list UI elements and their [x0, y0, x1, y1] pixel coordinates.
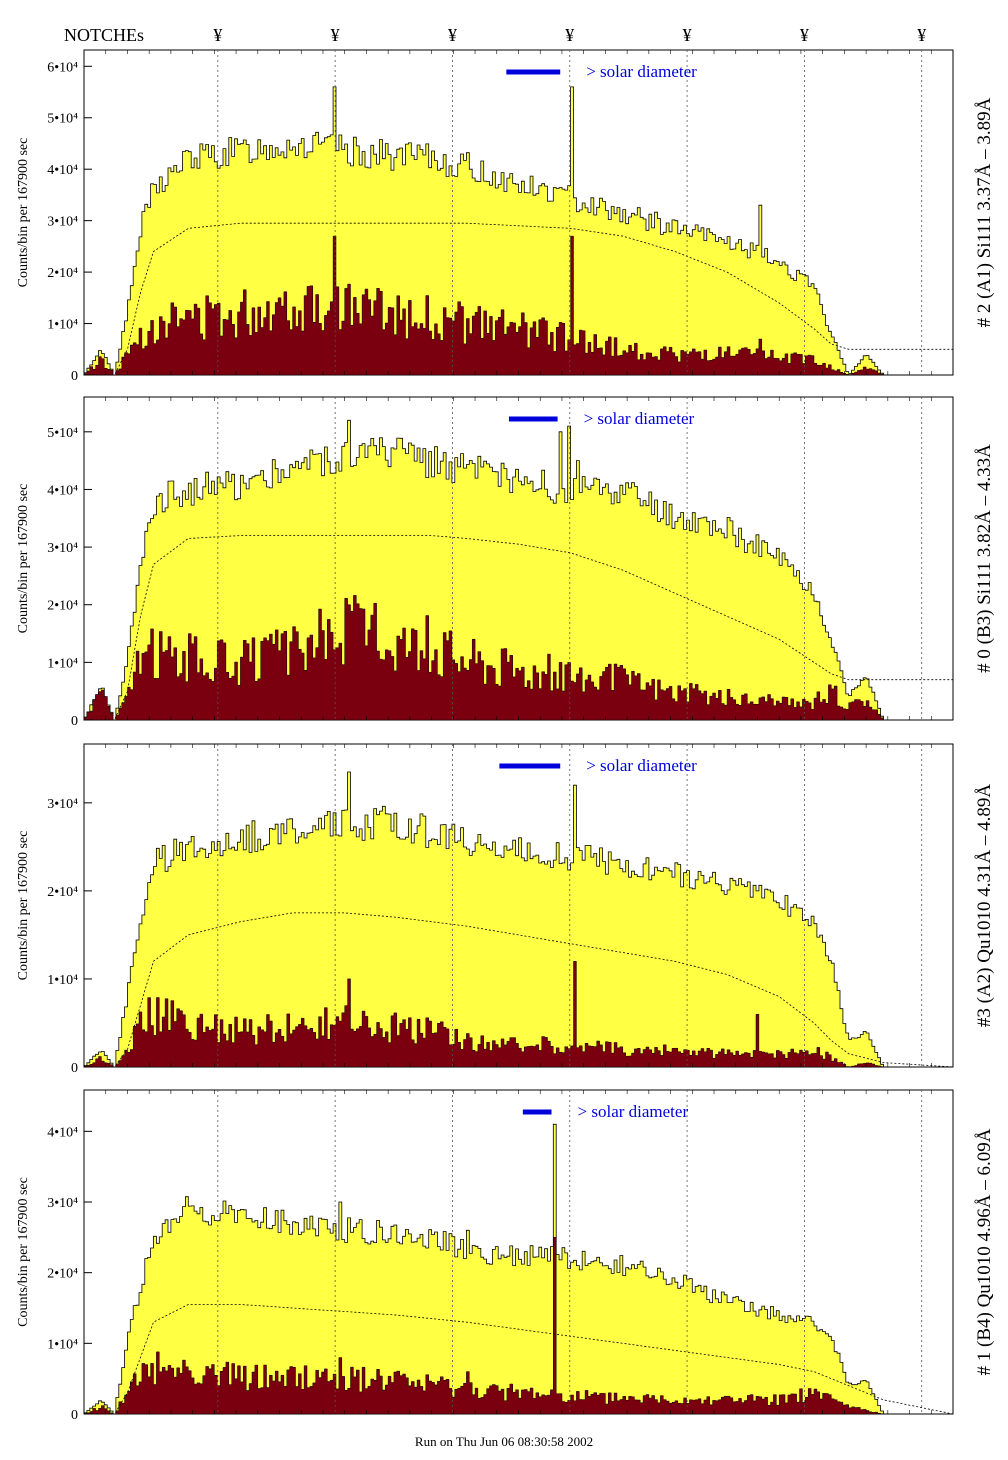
model-curve [84, 1304, 954, 1415]
notch-symbol: ¥ [917, 25, 926, 45]
panel-title: #3 (A2) Qu1010 4.31Å – 4.89Å [974, 784, 995, 1028]
notches-label: NOTCHEs [64, 25, 144, 45]
series-total-counts [83, 419, 953, 721]
panel-title: # 0 (B3) Si111 3.82Å – 4.33Å [974, 444, 995, 673]
y-axis-label: Counts/bin per 167900 sec [16, 1177, 31, 1327]
y-tick-label: 6•10⁴ [47, 60, 78, 75]
y-tick-label: 3•10⁴ [47, 215, 78, 230]
y-tick-label: 1•10⁴ [47, 1337, 78, 1352]
y-tick-label: 2•10⁴ [47, 885, 78, 900]
y-tick-label: 1•10⁴ [47, 318, 78, 333]
y-axis-label: Counts/bin per 167900 sec [16, 484, 31, 634]
y-tick-label: 3•10⁴ [47, 541, 78, 556]
y-tick-label: 1•10⁴ [47, 973, 78, 988]
panel-title: # 2 (A1) Si111 3.37Å – 3.89Å [974, 97, 995, 327]
y-tick-label: 0 [71, 1061, 78, 1076]
series-total-counts [83, 86, 953, 376]
panel-1: 0 1•10⁴ 2•10⁴ 3•10⁴ 4•10⁴ 5•10⁴ Counts/bin per… [16, 396, 995, 729]
panel-3: 0 1•10⁴ 2•10⁴ 3•10⁴ 4•10⁴ Counts/bin per 1679… [16, 1089, 995, 1423]
notch-symbol: ¥ [565, 25, 574, 45]
y-tick-label: 2•10⁴ [47, 266, 78, 281]
y-tick-label: 1•10⁴ [47, 656, 78, 671]
model-curve [84, 912, 954, 1068]
notch-symbol: ¥ [448, 25, 457, 45]
series-background-counts [83, 235, 953, 376]
series-background-counts [83, 1237, 953, 1415]
notch-symbol: ¥ [331, 25, 340, 45]
panel-title: # 1 (B4) Qu1010 4.96Å – 6.09Å [974, 1128, 995, 1375]
series-background-counts [83, 961, 953, 1068]
solar-diameter-label: > solar diameter [578, 1102, 689, 1121]
y-tick-label: 0 [71, 714, 78, 729]
y-tick-label: 4•10⁴ [47, 483, 78, 498]
y-tick-label: 0 [71, 369, 78, 384]
y-axis-label: Counts/bin per 167900 sec [16, 138, 31, 288]
y-tick-label: 2•10⁴ [47, 1267, 78, 1282]
model-curve [84, 222, 953, 376]
y-tick-label: 4•10⁴ [47, 163, 78, 178]
series-total-counts [83, 1123, 953, 1415]
y-tick-label: 3•10⁴ [47, 797, 78, 812]
solar-diameter-label: > solar diameter [586, 756, 697, 775]
notch-symbol: ¥ [683, 25, 692, 45]
y-tick-label: 0 [71, 1408, 78, 1423]
y-tick-label: 2•10⁴ [47, 599, 78, 614]
solar-diameter-label: > solar diameter [586, 62, 697, 81]
notch-symbol: ¥ [800, 25, 809, 45]
y-tick-label: 5•10⁴ [47, 112, 78, 127]
y-axis-label: Counts/bin per 167900 sec [16, 831, 31, 981]
y-tick-label: 5•10⁴ [47, 426, 78, 441]
y-tick-label: 3•10⁴ [47, 1196, 78, 1211]
run-timestamp: Run on Thu Jun 06 08:30:58 2002 [414, 1434, 594, 1449]
y-tick-label: 4•10⁴ [47, 1125, 78, 1140]
panel-0: 0 1•10⁴ 2•10⁴ 3•10⁴ 4•10⁴ 5•10⁴ 6•10⁴ Counts/bi… [16, 49, 995, 384]
solar-diameter-label: > solar diameter [584, 409, 695, 428]
series-total-counts [83, 771, 953, 1068]
model-curve [84, 535, 953, 721]
notch-symbol: ¥ [213, 25, 222, 45]
panel-2: 0 1•10⁴ 2•10⁴ 3•10⁴ Counts/bin per 167900 se… [16, 743, 995, 1076]
series-background-counts [83, 595, 953, 721]
